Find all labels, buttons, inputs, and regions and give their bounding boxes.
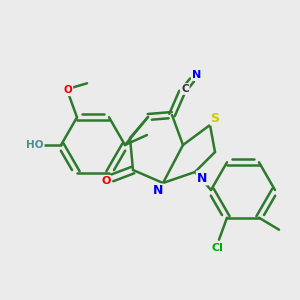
Text: O: O	[64, 85, 72, 95]
Text: N: N	[192, 70, 202, 80]
Text: C: C	[181, 84, 189, 94]
Text: HO: HO	[26, 140, 44, 150]
Text: N: N	[197, 172, 207, 184]
Text: N: N	[153, 184, 163, 197]
Text: O: O	[101, 176, 111, 186]
Text: S: S	[211, 112, 220, 124]
Text: Cl: Cl	[211, 243, 223, 253]
